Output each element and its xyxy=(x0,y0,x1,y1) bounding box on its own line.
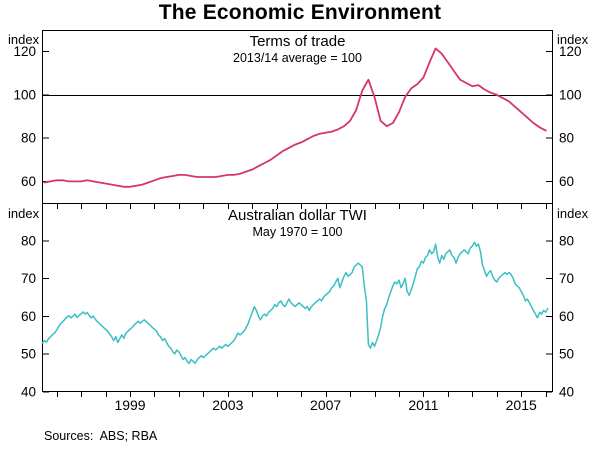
panel1-title: Terms of trade xyxy=(249,33,346,50)
x-tick-label: 2011 xyxy=(408,397,438,413)
y-tick-label-right: 100 xyxy=(559,87,582,102)
chart-frame xyxy=(42,30,553,392)
y-tick-label-right: 50 xyxy=(559,347,574,362)
y-tick-label-left: 40 xyxy=(21,385,36,400)
y-tick-label-left: 50 xyxy=(21,347,36,362)
y-tick-label-right: 80 xyxy=(559,131,574,146)
x-tick-label: 2007 xyxy=(310,397,341,413)
terms-of-trade-line xyxy=(43,47,547,188)
y-tick-label-right: 120 xyxy=(559,44,582,59)
panel1-subtitle: 2013/14 average = 100 xyxy=(233,51,362,65)
y-tick-label-left: 80 xyxy=(21,131,36,146)
panel2-subtitle: May 1970 = 100 xyxy=(252,225,343,239)
twi-line xyxy=(41,241,549,365)
panel2-unit-label-left: index xyxy=(8,206,40,221)
y-tick-label-left: 80 xyxy=(21,233,36,248)
panel2-unit-label-right: index xyxy=(557,206,589,221)
y-tick-label-left: 60 xyxy=(21,174,36,189)
y-tick-label-right: 60 xyxy=(559,174,574,189)
y-tick-label-right: 40 xyxy=(559,385,574,400)
x-tick-label: 2015 xyxy=(506,397,537,413)
y-tick-label-left: 60 xyxy=(21,309,36,324)
chart-title: The Economic Environment xyxy=(158,1,442,24)
y-tick-label-right: 60 xyxy=(559,309,574,324)
panel2-title: Australian dollar TWI xyxy=(228,207,367,224)
x-tick-label: 2003 xyxy=(212,397,243,413)
y-tick-label-left: 120 xyxy=(13,44,36,59)
y-tick-label-right: 70 xyxy=(559,271,574,286)
y-tick-label-left: 70 xyxy=(21,271,36,286)
sources-note: Sources: ABS; RBA xyxy=(44,429,158,443)
y-tick-label-right: 80 xyxy=(559,233,574,248)
panel1-unit-label-right: index xyxy=(557,32,589,47)
x-tick-label: 1999 xyxy=(114,397,145,413)
y-tick-label-left: 100 xyxy=(13,87,36,102)
panel1-unit-label-left: index xyxy=(8,32,40,47)
